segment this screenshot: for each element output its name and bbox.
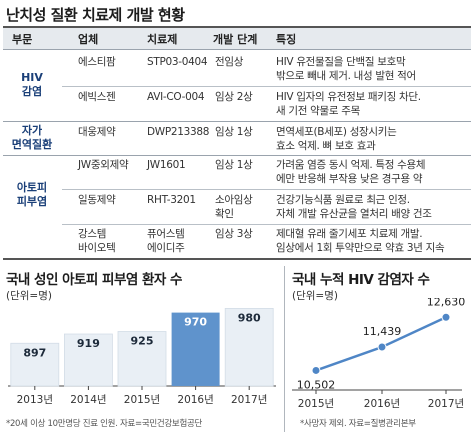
stage-cell: 임상 2상 [215, 91, 253, 103]
feature-line: HIV 입자의 유전정보 패키징 차단. [276, 91, 421, 103]
stage-cell: 임상 3상 [215, 228, 253, 240]
point-value-label: 12,630 [427, 298, 466, 308]
feature-line: 임상에서 1회 투약만으로 약효 3년 지속 [276, 242, 445, 254]
bar-value-label: 980 [238, 311, 261, 324]
bar-value-label: 970 [184, 316, 207, 329]
bar-value-label: 919 [77, 337, 100, 350]
section-divider [284, 266, 285, 432]
company-cell: 강스템 바이오텍 [78, 228, 116, 254]
bar [171, 312, 220, 386]
company-cell: JW중외제약 [78, 159, 129, 171]
x-tick-label: 2013년 [17, 394, 53, 406]
row-divider [62, 86, 471, 87]
header-category: 부문 [12, 33, 33, 46]
header-drug: 치료제 [147, 33, 178, 46]
x-tick-label: 2017년 [231, 394, 267, 406]
feature-line: 건강기능식품 원료로 최근 인정. [276, 194, 410, 206]
bar [117, 331, 167, 387]
bar-chart-title: 국내 성인 아토피 피부염 환자 수 [6, 272, 182, 288]
company-cell: 에스티팜 [78, 56, 116, 68]
bar [64, 333, 113, 387]
feature-line: 밖으로 빼내 제거. 내성 발현 적어 [276, 70, 416, 82]
row-divider [62, 224, 471, 225]
point-value-label: 11,439 [363, 325, 402, 338]
company-cell: 대웅제약 [78, 126, 116, 138]
drug-cell: DWP213388 [147, 126, 210, 138]
feature-line: 가려움 염증 동시 억제. 특정 수용체 [276, 159, 426, 171]
line-chart-unit: (단위=명) [292, 290, 338, 302]
data-point [377, 342, 387, 352]
drug-cell: RHT-3201 [147, 194, 196, 206]
feature-line: HIV 유전물질을 단백질 보호막 [276, 56, 406, 68]
feature-line: 새 기전 약물로 주목 [276, 105, 360, 117]
line-chart-title: 국내 누적 HIV 감염자 수 [292, 272, 430, 288]
stage-cell: 임상 1상 [215, 126, 253, 138]
category-hiv: HIV 감염 [21, 71, 43, 98]
bar-value-label: 925 [131, 335, 154, 348]
company-cell: 일동제약 [78, 194, 116, 206]
feature-line: 효소 억제. 뼈 보호 효과 [276, 140, 376, 152]
line-chart: 10,502 2015년 11,439 2016년 12,630 2017년 [292, 298, 466, 410]
header-bottom-rule [3, 49, 471, 50]
line-chart-footnote: *사망자 제외. 자료=질병관리본부 [300, 419, 416, 429]
x-tick-label: 2017년 [428, 398, 464, 410]
header-company: 업체 [78, 33, 99, 46]
data-point [441, 312, 451, 322]
bar [10, 342, 60, 387]
feature-line: 에만 반응해 부작용 낮은 경구용 약 [276, 173, 423, 185]
table-bottom-rule [3, 258, 471, 260]
data-point [311, 365, 321, 375]
table-title: 난치성 질환 치료제 개발 현황 [6, 6, 185, 24]
row-divider [62, 189, 471, 190]
stage-cell: 소아임상 확인 [215, 194, 253, 220]
bar-chart-unit: (단위=명) [6, 290, 52, 302]
drug-cell: AVI-CO-004 [147, 91, 205, 103]
table-top-rule [3, 26, 471, 28]
x-tick-label: 2014년 [70, 394, 106, 406]
bar-chart: 897 2013년 919 2014년 925 2015년 970 2016년 980 2017년 [8, 307, 276, 406]
x-tick-label: 2016년 [364, 398, 400, 410]
category-autoimmune: 자가 면역질환 [11, 124, 53, 151]
feature-line: 자체 개발 유산균을 열처리 배양 건조 [276, 208, 432, 220]
drug-cell: STP03-0404 [147, 56, 208, 68]
x-tick-label: 2015년 [298, 398, 334, 410]
feature-line: 면역세포(B세포) 성장시키는 [276, 126, 397, 138]
group-divider [3, 155, 471, 156]
stage-cell: 임상 1상 [215, 159, 253, 171]
x-tick-label: 2016년 [177, 394, 213, 406]
bar-value-label: 897 [23, 346, 46, 359]
x-tick-label: 2015년 [124, 394, 160, 406]
feature-line: 제대혈 유래 줄기세포 치료제 개발. [276, 228, 423, 240]
group-divider [3, 121, 471, 122]
stage-cell: 전임상 [215, 56, 244, 68]
company-cell: 에빅스젠 [78, 91, 116, 103]
bar-chart-footnote: *20세 이상 10만명당 진료 인원. 자료=국민건강보험공단 [6, 419, 203, 429]
point-value-label: 10,502 [297, 378, 336, 391]
header-stage: 개발 단계 [213, 33, 258, 46]
drug-cell: 퓨어스템 에이디주 [147, 228, 185, 254]
header-features: 특징 [276, 33, 297, 46]
category-atopic: 아토피 피부염 [16, 181, 48, 208]
table-header-row [3, 28, 471, 49]
drug-cell: JW1601 [147, 159, 186, 171]
